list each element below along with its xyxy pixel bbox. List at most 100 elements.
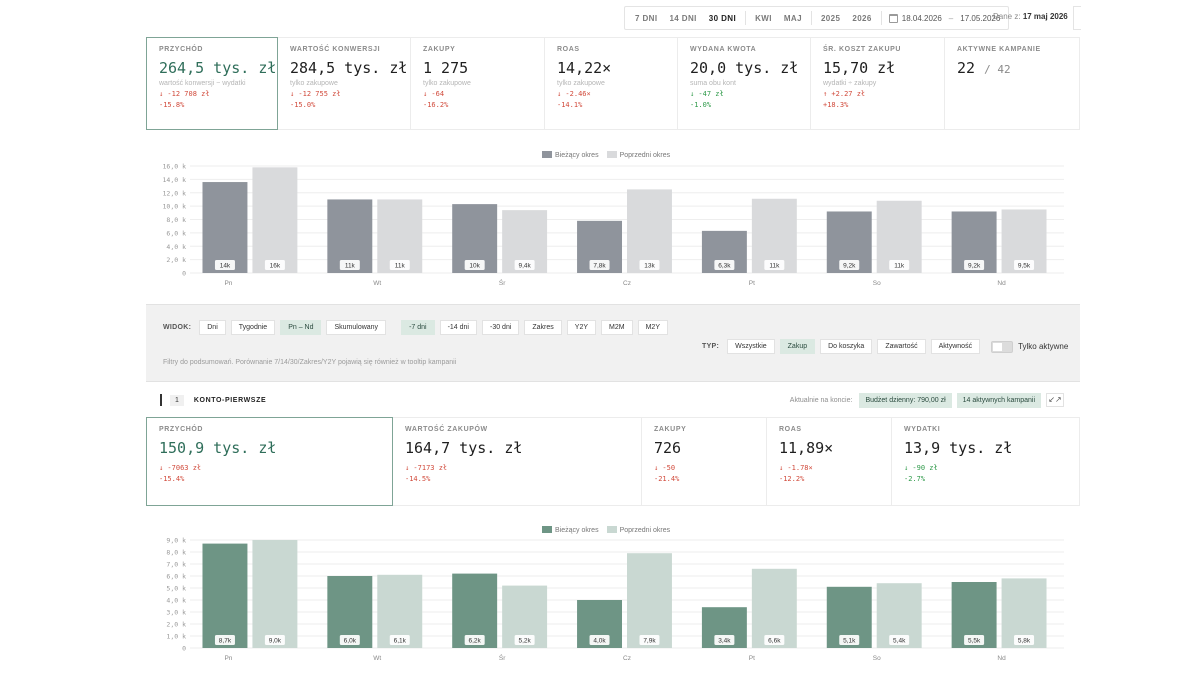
- kpi-value-main: 13,9 tys. zł: [904, 439, 1013, 457]
- bar-current-Pn[interactable]: [202, 543, 248, 648]
- kpi-card-1[interactable]: PRZYCHÓD 264,5 tys. zł wartość konwersji −…: [146, 37, 278, 130]
- bar-label-bg: [589, 635, 610, 645]
- kpi-value: 22 / 42: [957, 59, 1067, 77]
- period-option-5[interactable]: Y2Y: [566, 320, 597, 335]
- view-option-1[interactable]: Dni: [199, 320, 226, 335]
- bar-value-label: 6,0k: [344, 638, 357, 645]
- kpi-card-5[interactable]: WYDANA KWOTA 20,0 tys. zł suma obu kont ↓ -…: [678, 37, 811, 130]
- range-30-dni[interactable]: 30 DNI: [708, 13, 737, 23]
- kpi-card-6[interactable]: ŚR. KOSZT ZAKUPU 15,70 zł wydatki ÷ zakupy…: [811, 37, 945, 130]
- kpi-value: 284,5 tys. zł: [290, 59, 407, 77]
- range-14-dni[interactable]: 14 DNI: [669, 13, 697, 23]
- bar-label-bg: [889, 260, 910, 270]
- kpi-label: ZAKUPY: [654, 426, 687, 433]
- date-from[interactable]: 18.04.2026: [901, 13, 942, 23]
- date-range-picker[interactable]: 18.04.2026–17.05.2026: [885, 13, 1005, 23]
- bar-label-bg: [639, 635, 660, 645]
- range-maj[interactable]: MAJ: [783, 13, 802, 23]
- period-option-2[interactable]: -14 dni: [439, 320, 477, 335]
- period-option-1[interactable]: -7 dni: [401, 320, 435, 335]
- kpi-label: WARTOŚĆ ZAKUPÓW: [405, 426, 488, 433]
- bar-label-bg: [964, 635, 985, 645]
- kpi-delta: ↓ -64: [423, 90, 445, 98]
- kpi-card-4[interactable]: ROAS 11,89× ↓ -1.78× -12.2%: [767, 417, 892, 506]
- kpi-label: ROAS: [779, 426, 802, 433]
- kpi-delta-percent: +18.3%: [823, 101, 849, 109]
- bar-value-label: 9,2k: [843, 263, 856, 270]
- account-status: Aktualnie na koncie: Budżet dzienny: 790…: [789, 392, 1064, 408]
- range-kwi[interactable]: KWI: [755, 13, 772, 23]
- date-to[interactable]: 17.05.2026: [960, 13, 1001, 23]
- only-active-toggle[interactable]: [991, 340, 1014, 353]
- period-option-7[interactable]: M2Y: [637, 320, 668, 335]
- kpi-card-2[interactable]: WARTOŚĆ KONWERSJI 284,5 tys. zł tylko zaku…: [278, 37, 411, 130]
- y-tick-label: 2,0 k: [166, 621, 186, 629]
- bar-previous-Cz[interactable]: [627, 189, 672, 273]
- x-category-label: Cz: [623, 280, 631, 287]
- toolbar-overflow-edge: [1073, 6, 1081, 30]
- type-option-3[interactable]: Do koszyka: [820, 339, 873, 354]
- kpi-delta: ↓ -90 zł: [904, 464, 938, 472]
- kpi-card-1[interactable]: PRZYCHÓD 150,9 tys. zł ↓ -7063 zł -15.4%: [146, 417, 393, 506]
- kpi-delta-percent: -14.5%: [405, 475, 431, 483]
- type-option-1[interactable]: Wszystkie: [727, 339, 775, 354]
- account-name: KONTO-PIERWSZE: [193, 396, 267, 404]
- bar-previous-Pt[interactable]: [751, 568, 797, 648]
- bar-label-bg: [264, 260, 285, 270]
- kpi-label: PRZYCHÓD: [159, 46, 204, 53]
- bar-value-label: 9,5k: [1018, 263, 1031, 270]
- bar-label-bg: [264, 635, 285, 645]
- kpi-card-5[interactable]: WYDATKI 13,9 tys. zł ↓ -90 zł -2.7%: [892, 417, 1080, 506]
- account-header: 1 KONTO-PIERWSZE Aktualnie na koncie: Bu…: [146, 389, 1080, 411]
- bar-current-Pn[interactable]: [202, 182, 248, 273]
- x-category-label: So: [873, 655, 881, 662]
- bar-value-label: 5,8k: [1018, 638, 1031, 645]
- kpi-card-4[interactable]: ROAS 14,22× tylko zakupowe ↓ -2.46× -14.1%: [545, 37, 678, 130]
- view-option-2[interactable]: Tygodnie: [230, 320, 276, 335]
- period-option-6[interactable]: M2M: [601, 320, 633, 335]
- data-from-caption: Dane z:: [993, 12, 1021, 21]
- legend-current: Bieżący okres: [542, 526, 599, 534]
- kpi-delta-percent: -14.1%: [557, 101, 583, 109]
- range-2026[interactable]: 2026: [852, 13, 872, 23]
- range-7-dni[interactable]: 7 DNI: [635, 13, 658, 23]
- type-option-2[interactable]: Zakup: [779, 339, 816, 354]
- collapse-icon[interactable]: ↙↗: [1046, 393, 1064, 407]
- range-2025[interactable]: 2025: [820, 13, 841, 23]
- view-option-4[interactable]: Skumulowany: [326, 320, 387, 335]
- type-option-5[interactable]: Aktywność: [930, 339, 981, 354]
- kpi-card-3[interactable]: ZAKUPY 1 275 tylko zakupowe ↓ -64 -16.2%: [411, 37, 545, 130]
- kpi-value-main: 22: [957, 59, 976, 77]
- legend-previous: Poprzedni okres: [606, 151, 670, 159]
- bar-previous-Pn[interactable]: [252, 540, 298, 648]
- bar-value-label: 11k: [894, 263, 905, 270]
- only-active-label: Tylko aktywne: [1018, 342, 1069, 351]
- kpi-card-7[interactable]: AKTYWNE KAMPANIE 22 / 42: [945, 37, 1080, 130]
- period-option-3[interactable]: -30 dni: [481, 320, 520, 335]
- type-option-4[interactable]: Zawartość: [877, 339, 926, 354]
- bar-value-label: 4,0k: [593, 638, 606, 645]
- bar-value-label: 6,2k: [469, 638, 482, 645]
- kpi-card-3[interactable]: ZAKUPY 726 ↓ -50 -21.4%: [642, 417, 767, 506]
- legend-previous: Poprzedni okres: [606, 526, 670, 534]
- type-caption: TYP:: [702, 343, 720, 350]
- kpi-card-2[interactable]: WARTOŚĆ ZAKUPÓW 164,7 tys. zł ↓ -7173 zł -1…: [393, 417, 642, 506]
- bar-label-bg: [589, 260, 610, 270]
- kpi-delta: ↓ -7063 zł: [159, 464, 202, 472]
- bar-value-label: 5,1k: [843, 638, 856, 645]
- bar-previous-Pn[interactable]: [252, 167, 298, 273]
- y-tick-label: 16,0 k: [163, 163, 187, 171]
- x-category-label: Wt: [373, 655, 381, 662]
- kpi-value: 14,22×: [557, 59, 665, 77]
- account-current-caption: Aktualnie na koncie:: [789, 396, 853, 404]
- bar-label-bg: [214, 260, 235, 270]
- period-option-4[interactable]: Zakres: [524, 320, 562, 335]
- kpi-value-main: 20,0 tys. zł: [690, 59, 799, 77]
- active-campaigns-badge: 14 aktywnych kampanii: [956, 392, 1041, 408]
- bar-label-bg: [1014, 635, 1035, 645]
- bar-previous-Cz[interactable]: [627, 553, 672, 648]
- bar-value-label: 13k: [644, 263, 655, 270]
- kpi-value: 264,5 tys. zł: [159, 59, 276, 77]
- view-option-3[interactable]: Pn – Nd: [280, 320, 322, 335]
- data-from-date: 17 maj 2026: [1022, 12, 1068, 21]
